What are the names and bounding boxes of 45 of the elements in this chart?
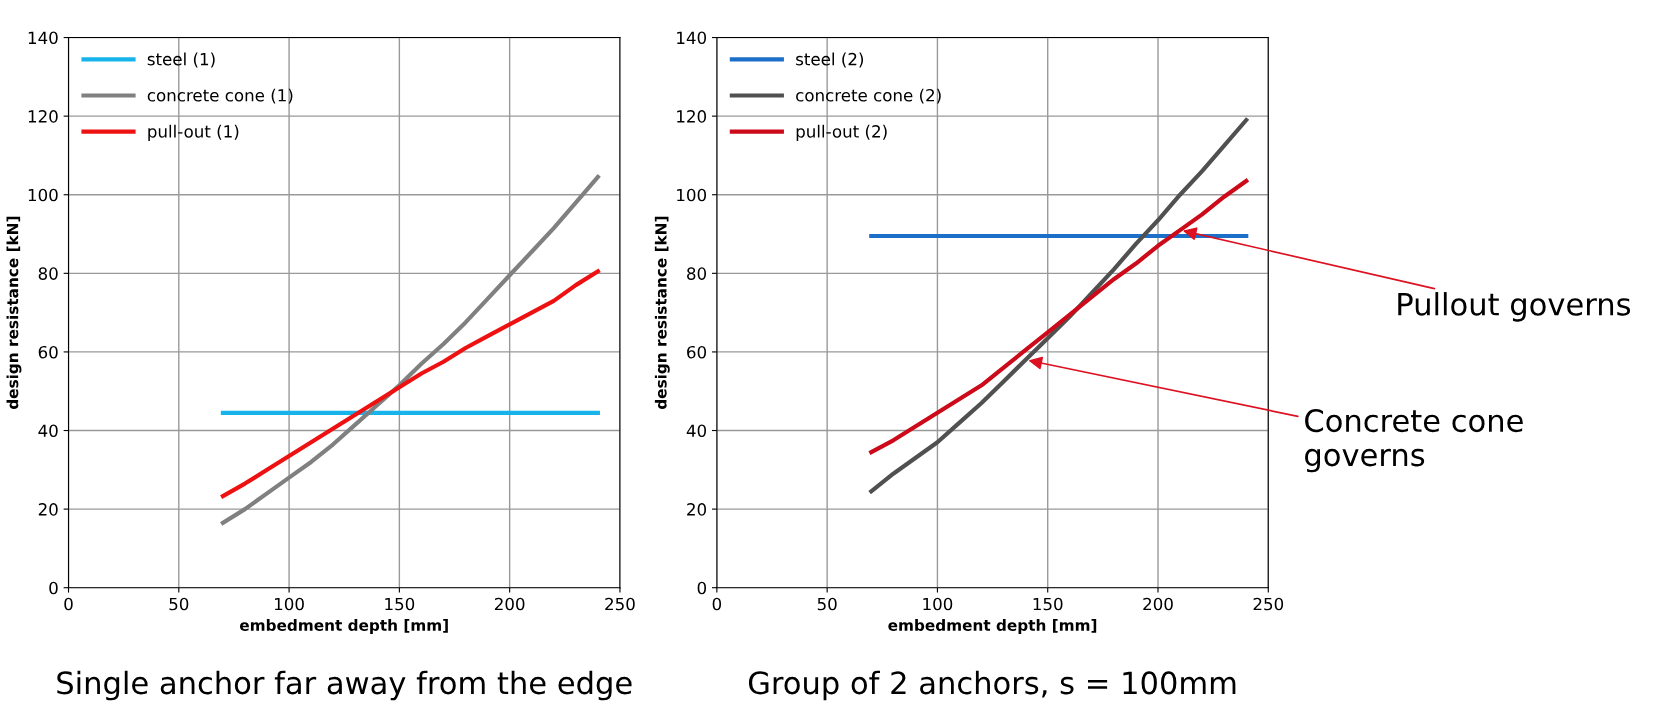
y-tick-label: 20 xyxy=(38,503,58,516)
legend-label: concrete cone (1) xyxy=(147,88,293,104)
y-tick-label: 100 xyxy=(28,188,58,202)
x-tick-label: 150 xyxy=(385,597,415,611)
annotation: Concrete cone governs xyxy=(1305,409,1523,473)
line-series xyxy=(220,269,600,499)
annotation: Pullout governs xyxy=(1398,292,1631,322)
x-tick-label: 200 xyxy=(494,597,525,611)
x-tick-label: 0 xyxy=(712,597,722,611)
x-tick-label: 100 xyxy=(923,597,953,611)
x-tick-label: 250 xyxy=(1253,597,1284,611)
x-tick-label: 50 xyxy=(817,597,837,611)
line-series xyxy=(220,174,600,525)
legend-label: pull-out (1) xyxy=(148,124,239,141)
y-tick-label: 100 xyxy=(677,188,707,202)
x-axis-title: embedment depth [mm] xyxy=(239,619,448,634)
legend-label: steel (1) xyxy=(147,52,215,68)
y-tick-label: 60 xyxy=(38,345,58,359)
y-tick-label: 140 xyxy=(677,31,707,45)
legend-label: pull-out (2) xyxy=(796,124,887,141)
x-tick-label: 250 xyxy=(605,597,635,611)
x-tick-label: 100 xyxy=(275,597,304,611)
legend-label: steel (2) xyxy=(796,52,864,68)
y-tick-label: 60 xyxy=(687,345,707,359)
text: Single anchor far away from the edge xyxy=(57,670,632,701)
y-axis-title: design resistance [kN] xyxy=(6,216,22,410)
y-tick-label: 80 xyxy=(687,267,707,280)
y-tick-label: 0 xyxy=(697,581,707,595)
y-tick-label: 120 xyxy=(677,110,707,123)
y-tick-label: 40 xyxy=(686,424,707,438)
y-tick-label: 80 xyxy=(38,267,58,280)
text: Group of 2 anchors, s = 100mm xyxy=(748,670,1236,701)
y-tick-label: 20 xyxy=(687,503,707,516)
y-tick-label: 120 xyxy=(28,110,58,123)
y-axis-title: design resistance [kN] xyxy=(654,216,670,410)
x-tick-label: 0 xyxy=(64,597,73,611)
x-axis-title: embedment depth [mm] xyxy=(888,619,1097,634)
line-series xyxy=(869,178,1249,455)
y-tick-label: 40 xyxy=(38,424,58,438)
legend-label: concrete cone (2) xyxy=(796,88,941,104)
y-tick-label: 140 xyxy=(28,31,58,45)
x-tick-label: 150 xyxy=(1033,597,1063,611)
y-tick-label: 0 xyxy=(49,581,58,595)
x-tick-label: 50 xyxy=(169,597,189,611)
x-tick-label: 200 xyxy=(1143,597,1173,611)
